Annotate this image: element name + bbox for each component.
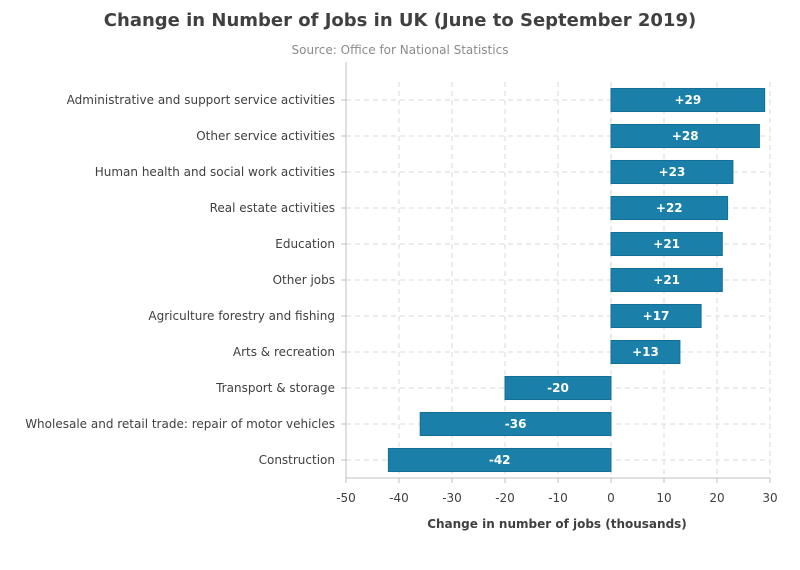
bar [610, 159, 734, 185]
bar [610, 303, 702, 329]
x-tick-label: 0 [607, 491, 615, 505]
bar [419, 411, 612, 437]
bar [387, 447, 612, 473]
category-label: Education [275, 237, 335, 251]
bar-value-label: +22 [656, 201, 683, 215]
category-label: Construction [259, 453, 335, 467]
chart-title: Change in Number of Jobs in UK (June to … [103, 10, 697, 31]
bar-value-label: +21 [653, 273, 680, 287]
bar-value-label: +29 [674, 93, 701, 107]
bar [610, 267, 723, 293]
category-label: Other service activities [196, 129, 335, 143]
category-label: Transport & storage [215, 381, 335, 395]
category-label: Administrative and support service activ… [67, 93, 335, 107]
x-tick-label: 20 [709, 491, 724, 505]
x-tick-label: -30 [442, 491, 462, 505]
bar [610, 339, 681, 365]
bars-group: +29 +28 +23 +22 +21 +21 +17 +13 -20 -36 -42 [387, 87, 766, 473]
category-label: Agriculture forestry and fishing [148, 309, 335, 323]
x-tick-label: -20 [495, 491, 515, 505]
x-tick-label: -50 [336, 491, 356, 505]
x-axis-title: Change in number of jobs (thousands) [427, 517, 687, 531]
category-label: Other jobs [273, 273, 335, 287]
bar [610, 87, 766, 113]
bar-value-label: -20 [547, 381, 569, 395]
x-tick-label: -10 [548, 491, 568, 505]
bar-value-label: +13 [632, 345, 659, 359]
chart-subtitle: Source: Office for National Statistics [291, 43, 509, 57]
category-labels: Administrative and support service activ… [25, 93, 335, 467]
x-tick-label: 10 [656, 491, 671, 505]
category-label: Real estate activities [210, 201, 335, 215]
x-tick-label: -40 [389, 491, 409, 505]
category-label: Human health and social work activities [95, 165, 335, 179]
bar [610, 195, 729, 221]
bar [610, 231, 723, 257]
x-tick-label: 30 [762, 491, 777, 505]
category-label: Arts & recreation [233, 345, 335, 359]
bar-value-label: -36 [505, 417, 527, 431]
bar-value-label: -42 [489, 453, 511, 467]
x-axis-ticks: -50 -40 -30 -20 -10 0 10 20 30 [336, 62, 778, 505]
bar-value-label: +17 [643, 309, 670, 323]
bar [504, 375, 612, 401]
bar-value-label: +28 [672, 129, 699, 143]
bar-value-label: +21 [653, 237, 680, 251]
bar-value-label: +23 [659, 165, 686, 179]
bar [610, 123, 760, 149]
category-label: Wholesale and retail trade: repair of mo… [25, 417, 335, 431]
